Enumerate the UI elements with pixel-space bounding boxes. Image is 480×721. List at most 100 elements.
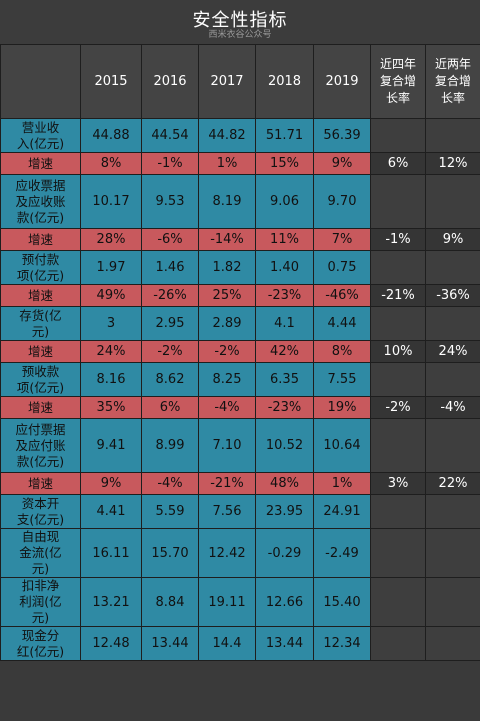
- row-label-text: 增速: [27, 231, 53, 247]
- value-cell: 44.82: [198, 118, 256, 153]
- metric-row: 自由现金流(亿元) 16.11 15.70 12.42 -0.29 -2.49: [0, 528, 480, 578]
- cagr4-cell: [370, 577, 426, 627]
- cagr2-cell: -4%: [425, 396, 480, 419]
- row-label: 资本开支(亿元): [0, 494, 81, 529]
- header-corner: [0, 44, 81, 119]
- value-cell: 8.62: [141, 362, 199, 397]
- value-cell: 12.66: [255, 577, 314, 627]
- value-cell: 1.97: [80, 250, 142, 285]
- row-label-text: 扣非净利润(亿元): [19, 578, 62, 625]
- cagr2-cell: [425, 306, 480, 341]
- year-header: 2015: [80, 44, 142, 119]
- growth-cell: -46%: [313, 284, 371, 307]
- growth-cell: 8%: [80, 152, 142, 175]
- value-cell: 12.34: [313, 626, 371, 661]
- growth-cell: -14%: [198, 228, 256, 251]
- indicator-table: 2015 2016 2017 2018 2019 近四年复合增长率 近两年复合增…: [0, 44, 480, 661]
- value-cell: 24.91: [313, 494, 371, 529]
- growth-cell: 19%: [313, 396, 371, 419]
- row-label-text: 应收票据及应收账款(亿元): [15, 177, 66, 225]
- row-label-text: 预付款项(亿元): [16, 251, 65, 283]
- row-label-text: 资本开支(亿元): [16, 495, 65, 527]
- year-header: 2017: [198, 44, 256, 119]
- row-label-text: 存货(亿元): [19, 307, 62, 339]
- row-label: 扣非净利润(亿元): [0, 577, 81, 627]
- row-label-text: 应付票据及应付账款(亿元): [15, 421, 66, 469]
- cagr4-cell: -1%: [370, 228, 426, 251]
- growth-row: 增速 28% -6% -14% 11% 7% -1% 9%: [0, 228, 480, 251]
- cagr2-cell: [425, 362, 480, 397]
- value-cell: 3: [80, 306, 142, 341]
- growth-cell: -21%: [198, 472, 256, 495]
- value-cell: 13.44: [255, 626, 314, 661]
- cagr2-header-text: 近两年复合增长率: [434, 57, 471, 105]
- growth-cell: -2%: [198, 340, 256, 363]
- value-cell: -2.49: [313, 528, 371, 578]
- value-cell: 15.40: [313, 577, 371, 627]
- growth-cell: 15%: [255, 152, 314, 175]
- value-cell: 8.19: [198, 174, 256, 229]
- cagr4-cell: [370, 626, 426, 661]
- growth-cell: 7%: [313, 228, 371, 251]
- watermark-subtitle: 西米衣谷公众号: [208, 30, 272, 40]
- cagr2-cell: [425, 626, 480, 661]
- row-label: 增速: [0, 472, 81, 495]
- growth-cell: 42%: [255, 340, 314, 363]
- growth-cell: 8%: [313, 340, 371, 363]
- growth-row: 增速 8% -1% 1% 15% 9% 6% 12%: [0, 152, 480, 175]
- cagr4-cell: [370, 118, 426, 153]
- cagr2-cell: [425, 577, 480, 627]
- cagr2-cell: -36%: [425, 284, 480, 307]
- header-row: 2015 2016 2017 2018 2019 近四年复合增长率 近两年复合增…: [0, 44, 480, 119]
- growth-cell: -4%: [198, 396, 256, 419]
- row-label-text: 增速: [27, 399, 53, 415]
- metric-row: 资本开支(亿元) 4.41 5.59 7.56 23.95 24.91: [0, 494, 480, 529]
- value-cell: 8.99: [141, 418, 199, 473]
- growth-cell: 49%: [80, 284, 142, 307]
- growth-cell: 1%: [198, 152, 256, 175]
- value-cell: 2.89: [198, 306, 256, 341]
- growth-row: 增速 9% -4% -21% 48% 1% 3% 22%: [0, 472, 480, 495]
- cagr4-cell: -2%: [370, 396, 426, 419]
- growth-cell: 9%: [80, 472, 142, 495]
- value-cell: 51.71: [255, 118, 314, 153]
- growth-row: 增速 35% 6% -4% -23% 19% -2% -4%: [0, 396, 480, 419]
- growth-cell: -23%: [255, 396, 314, 419]
- title-bar: 安全性指标 西米衣谷公众号: [0, 0, 480, 44]
- cagr4-cell: [370, 494, 426, 529]
- growth-row: 增速 24% -2% -2% 42% 8% 10% 24%: [0, 340, 480, 363]
- growth-cell: 9%: [313, 152, 371, 175]
- row-label: 自由现金流(亿元): [0, 528, 81, 578]
- row-label: 预收款项(亿元): [0, 362, 81, 397]
- cagr4-cell: [370, 418, 426, 473]
- metric-row: 营业收入(亿元) 44.88 44.54 44.82 51.71 56.39: [0, 118, 480, 153]
- metric-row: 预收款项(亿元) 8.16 8.62 8.25 6.35 7.55: [0, 362, 480, 397]
- row-label: 应收票据及应收账款(亿元): [0, 174, 81, 229]
- cagr4-cell: 10%: [370, 340, 426, 363]
- cagr2-header: 近两年复合增长率: [425, 44, 480, 119]
- growth-cell: 48%: [255, 472, 314, 495]
- growth-row: 增速 49% -26% 25% -23% -46% -21% -36%: [0, 284, 480, 307]
- value-cell: 0.75: [313, 250, 371, 285]
- cagr4-cell: [370, 362, 426, 397]
- row-label-text: 增速: [27, 343, 53, 359]
- cagr4-cell: 3%: [370, 472, 426, 495]
- growth-cell: -1%: [141, 152, 199, 175]
- value-cell: 2.95: [141, 306, 199, 341]
- growth-cell: -26%: [141, 284, 199, 307]
- value-cell: 4.1: [255, 306, 314, 341]
- value-cell: 7.56: [198, 494, 256, 529]
- row-label: 增速: [0, 340, 81, 363]
- cagr4-header: 近四年复合增长率: [370, 44, 426, 119]
- cagr2-cell: [425, 118, 480, 153]
- row-label: 增速: [0, 396, 81, 419]
- value-cell: 23.95: [255, 494, 314, 529]
- value-cell: 10.52: [255, 418, 314, 473]
- value-cell: 1.46: [141, 250, 199, 285]
- value-cell: 1.40: [255, 250, 314, 285]
- growth-cell: -2%: [141, 340, 199, 363]
- value-cell: -0.29: [255, 528, 314, 578]
- value-cell: 12.42: [198, 528, 256, 578]
- metric-row: 现金分红(亿元) 12.48 13.44 14.4 13.44 12.34: [0, 626, 480, 661]
- row-label-text: 增速: [27, 155, 53, 171]
